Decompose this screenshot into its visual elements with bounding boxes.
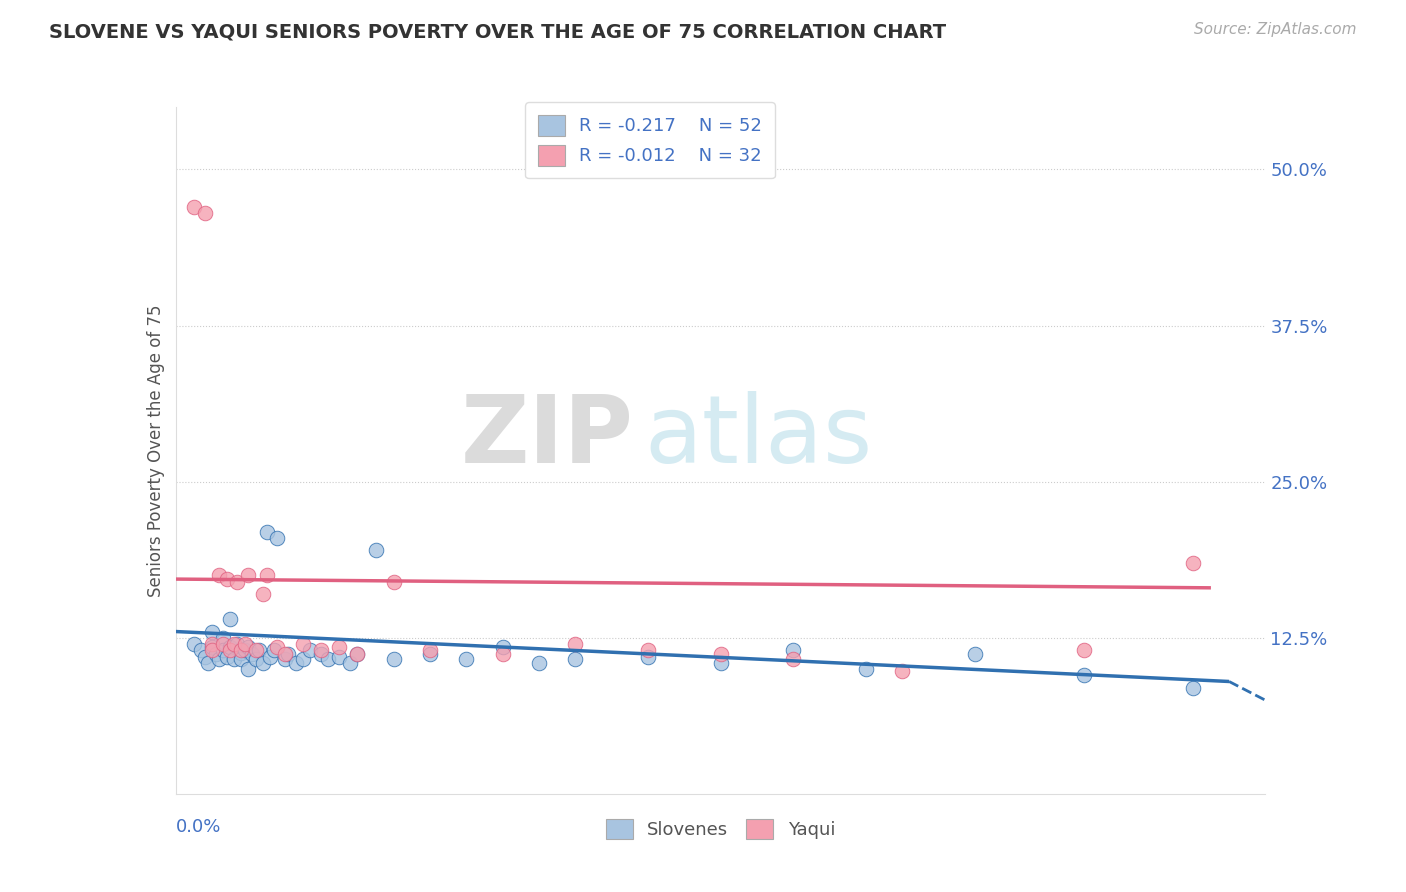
- Point: [212, 643, 235, 657]
- Point: [891, 665, 914, 679]
- Point: [291, 652, 314, 666]
- Point: [219, 640, 242, 654]
- Point: [238, 662, 260, 676]
- Point: [346, 647, 368, 661]
- Point: [197, 656, 219, 670]
- Point: [252, 587, 274, 601]
- Point: [1181, 556, 1204, 570]
- Point: [201, 624, 224, 639]
- Point: [245, 643, 267, 657]
- Text: atlas: atlas: [644, 391, 873, 483]
- Point: [194, 206, 217, 220]
- Text: Source: ZipAtlas.com: Source: ZipAtlas.com: [1194, 22, 1357, 37]
- Point: [226, 574, 249, 589]
- Text: SLOVENE VS YAQUI SENIORS POVERTY OVER THE AGE OF 75 CORRELATION CHART: SLOVENE VS YAQUI SENIORS POVERTY OVER TH…: [49, 22, 946, 41]
- Point: [231, 643, 253, 657]
- Point: [492, 640, 515, 654]
- Point: [201, 637, 224, 651]
- Point: [231, 646, 253, 660]
- Point: [456, 652, 478, 666]
- Point: [256, 524, 278, 539]
- Point: [190, 643, 212, 657]
- Point: [201, 640, 224, 654]
- Point: [266, 640, 288, 654]
- Point: [204, 647, 226, 661]
- Point: [318, 652, 340, 666]
- Point: [222, 652, 245, 666]
- Text: 0.0%: 0.0%: [176, 818, 221, 836]
- Point: [212, 637, 235, 651]
- Legend: Slovenes, Yaqui: Slovenes, Yaqui: [599, 812, 842, 847]
- Y-axis label: Seniors Poverty Over the Age of 75: Seniors Poverty Over the Age of 75: [146, 304, 165, 597]
- Point: [219, 643, 242, 657]
- Point: [183, 200, 205, 214]
- Point: [328, 640, 350, 654]
- Point: [219, 612, 242, 626]
- Point: [637, 649, 659, 664]
- Point: [215, 649, 238, 664]
- Point: [364, 543, 387, 558]
- Point: [231, 652, 253, 666]
- Point: [346, 647, 368, 661]
- Point: [637, 643, 659, 657]
- Point: [194, 649, 217, 664]
- Point: [564, 652, 586, 666]
- Point: [382, 652, 405, 666]
- Point: [710, 647, 733, 661]
- Point: [309, 647, 332, 661]
- Point: [183, 637, 205, 651]
- Point: [309, 643, 332, 657]
- Point: [233, 637, 256, 651]
- Point: [492, 647, 515, 661]
- Point: [212, 631, 235, 645]
- Point: [208, 568, 231, 582]
- Point: [266, 531, 288, 545]
- Point: [252, 656, 274, 670]
- Point: [299, 643, 322, 657]
- Point: [215, 572, 238, 586]
- Point: [245, 652, 267, 666]
- Point: [238, 640, 260, 654]
- Point: [564, 637, 586, 651]
- Point: [419, 647, 441, 661]
- Point: [1073, 668, 1095, 682]
- Point: [259, 649, 281, 664]
- Point: [855, 662, 877, 676]
- Point: [710, 656, 733, 670]
- Point: [328, 649, 350, 664]
- Point: [1073, 643, 1095, 657]
- Point: [339, 656, 361, 670]
- Point: [284, 656, 307, 670]
- Point: [201, 643, 224, 657]
- Point: [1181, 681, 1204, 695]
- Point: [277, 647, 299, 661]
- Point: [419, 643, 441, 657]
- Point: [263, 643, 285, 657]
- Point: [256, 568, 278, 582]
- Point: [226, 637, 249, 651]
- Point: [782, 652, 804, 666]
- Point: [527, 656, 550, 670]
- Point: [274, 652, 297, 666]
- Point: [233, 643, 256, 657]
- Point: [291, 637, 314, 651]
- Point: [963, 647, 986, 661]
- Point: [208, 652, 231, 666]
- Point: [247, 643, 270, 657]
- Point: [382, 574, 405, 589]
- Point: [222, 637, 245, 651]
- Point: [782, 643, 804, 657]
- Point: [274, 647, 297, 661]
- Point: [240, 647, 263, 661]
- Point: [238, 568, 260, 582]
- Text: ZIP: ZIP: [461, 391, 633, 483]
